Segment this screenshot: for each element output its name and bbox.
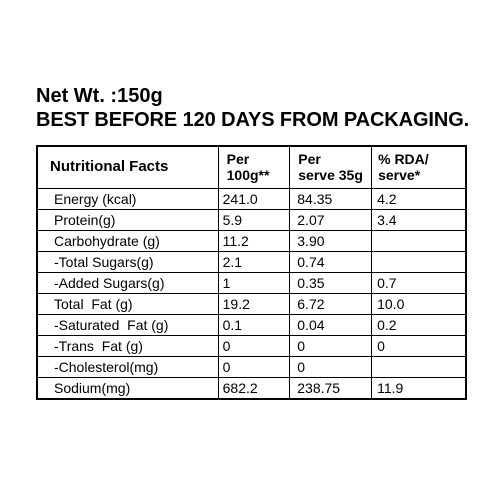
value-per-100g: 0.1	[217, 313, 291, 336]
value-per-100g: 19.2	[217, 292, 291, 315]
value-per-100g: 0	[217, 355, 291, 378]
value-per-serve: 3.90	[289, 229, 373, 252]
value-per-serve: 0.74	[289, 250, 373, 273]
value-per-serve: 2.07	[289, 208, 373, 231]
table-row: Energy (kcal) 241.0 84.35 4.2	[36, 187, 467, 210]
value-rda	[371, 250, 467, 273]
value-rda: 4.2	[371, 187, 467, 210]
value-per-serve: 0	[289, 355, 373, 378]
table-row: -Trans Fat (g) 0 0 0	[36, 334, 467, 357]
nutrient-label: Carbohydrate (g)	[36, 229, 219, 252]
nutrient-label: -Total Sugars(g)	[36, 250, 219, 273]
value-rda	[371, 229, 467, 252]
value-per-serve: 84.35	[289, 187, 373, 210]
value-per-100g: 1	[217, 271, 291, 294]
value-per-100g: 0	[217, 334, 291, 357]
column-header-per-100g-line1: Per	[226, 151, 250, 167]
value-per-100g: 682.2	[217, 376, 291, 399]
nutrient-label: -Trans Fat (g)	[36, 334, 219, 357]
value-rda: 0.7	[371, 271, 467, 294]
value-per-100g: 11.2	[217, 229, 291, 252]
column-header-rda: % RDA/ serve*	[371, 145, 467, 189]
column-header-per-serve-line1: Per	[298, 151, 321, 167]
value-rda: 0.2	[371, 313, 467, 336]
column-header-rda-line2: serve*	[378, 167, 421, 183]
table-row: -Total Sugars(g) 2.1 0.74	[36, 250, 467, 273]
column-header-per-serve-line2: serve 35g	[298, 167, 363, 183]
value-rda: 3.4	[371, 208, 467, 231]
table-row: -Saturated Fat (g) 0.1 0.04 0.2	[36, 313, 467, 336]
column-header-per-100g: Per 100g**	[217, 145, 291, 189]
value-per-serve: 238.75	[289, 376, 373, 399]
table-row: -Cholesterol(mg) 0 0	[36, 355, 467, 378]
value-per-serve: 0.35	[289, 271, 373, 294]
value-rda: 10.0	[371, 292, 467, 315]
net-weight: Net Wt. :150g	[36, 85, 163, 107]
value-per-100g: 2.1	[217, 250, 291, 273]
table-header-row: Nutritional Facts Per 100g** Per serve 3…	[36, 145, 467, 189]
table-row: Total Fat (g) 19.2 6.72 10.0	[36, 292, 467, 315]
value-per-serve: 6.72	[289, 292, 373, 315]
column-header-per-100g-line2: 100g**	[226, 167, 270, 183]
value-per-100g: 241.0	[217, 187, 291, 210]
column-header-rda-line1: % RDA/	[378, 151, 429, 167]
nutrient-label: Total Fat (g)	[36, 292, 219, 315]
value-rda: 0	[371, 334, 467, 357]
value-rda	[371, 355, 467, 378]
table-row: Sodium(mg) 682.2 238.75 11.9	[36, 376, 467, 399]
nutrient-label: Protein(g)	[36, 208, 219, 231]
value-per-100g: 5.9	[217, 208, 291, 231]
table-row: Carbohydrate (g) 11.2 3.90	[36, 229, 467, 252]
nutrient-label: -Added Sugars(g)	[36, 271, 219, 294]
value-rda: 11.9	[371, 376, 467, 399]
table-row: Protein(g) 5.9 2.07 3.4	[36, 208, 467, 231]
best-before-notice: BEST BEFORE 120 DAYS FROM PACKAGING.	[36, 109, 470, 131]
value-per-serve: 0	[289, 334, 373, 357]
value-per-serve: 0.04	[289, 313, 373, 336]
nutrient-label: -Cholesterol(mg)	[36, 355, 219, 378]
nutrient-label: -Saturated Fat (g)	[36, 313, 219, 336]
nutrient-label: Sodium(mg)	[36, 376, 219, 399]
table-title: Nutritional Facts	[36, 145, 219, 189]
table-row: -Added Sugars(g) 1 0.35 0.7	[36, 271, 467, 294]
column-header-per-serve: Per serve 35g	[289, 145, 373, 189]
nutrition-facts-table: Nutritional Facts Per 100g** Per serve 3…	[36, 145, 467, 400]
nutrient-label: Energy (kcal)	[36, 187, 219, 210]
